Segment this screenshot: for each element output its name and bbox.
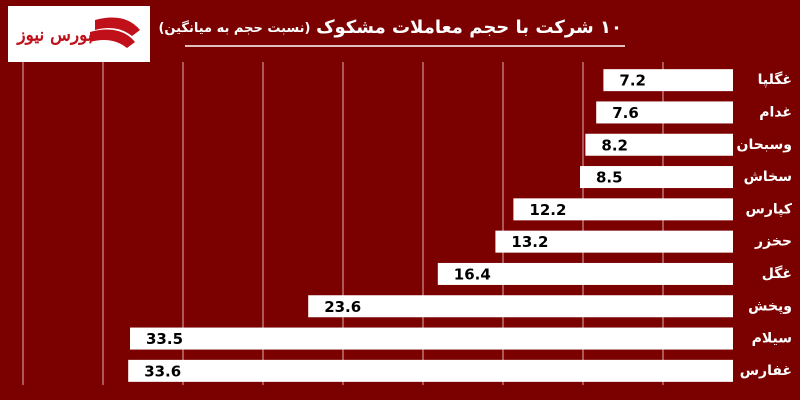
bar [513, 198, 733, 221]
category-label: غدام [759, 104, 792, 120]
bar [585, 133, 733, 156]
category-label: حخزر [754, 234, 792, 250]
value-label: 8.2 [601, 136, 628, 154]
category-label: غگلپا [758, 71, 792, 88]
bar [130, 327, 733, 350]
logo-box [8, 6, 150, 62]
bar [128, 359, 733, 382]
chart-title: ۱۰ شرکت با حجم معاملات مشکوک [316, 17, 622, 38]
category-label: کپارس [746, 201, 793, 217]
value-label: 13.2 [511, 233, 548, 251]
logo-text: بورس نیوز [15, 26, 92, 46]
bar [437, 262, 733, 285]
value-label: 33.6 [144, 362, 181, 380]
category-label: سیلام [752, 331, 792, 347]
category-label: وسبحان [737, 137, 792, 153]
value-label: 8.5 [596, 169, 623, 187]
bar [308, 295, 733, 318]
logo-icon [90, 17, 140, 48]
value-label: 23.6 [324, 298, 361, 316]
bar [603, 69, 733, 92]
title-line: ۱۰ شرکت با حجم معاملات مشکوک (نسبت حجم ب… [158, 17, 622, 38]
category-label: وپخش [748, 298, 792, 314]
category-label: غگل [762, 265, 792, 282]
value-label: 16.4 [454, 265, 491, 283]
bar [495, 230, 733, 253]
value-label: 33.5 [146, 330, 183, 348]
category-label: غفارس [740, 363, 792, 379]
bar [580, 166, 733, 189]
value-label: 12.2 [529, 201, 566, 219]
bar [596, 101, 733, 124]
value-label: 7.6 [612, 104, 639, 122]
chart-subtitle: (نسبت حجم به میانگین) [158, 20, 310, 36]
category-label: سخاش [744, 169, 792, 185]
value-label: 7.2 [619, 72, 646, 90]
